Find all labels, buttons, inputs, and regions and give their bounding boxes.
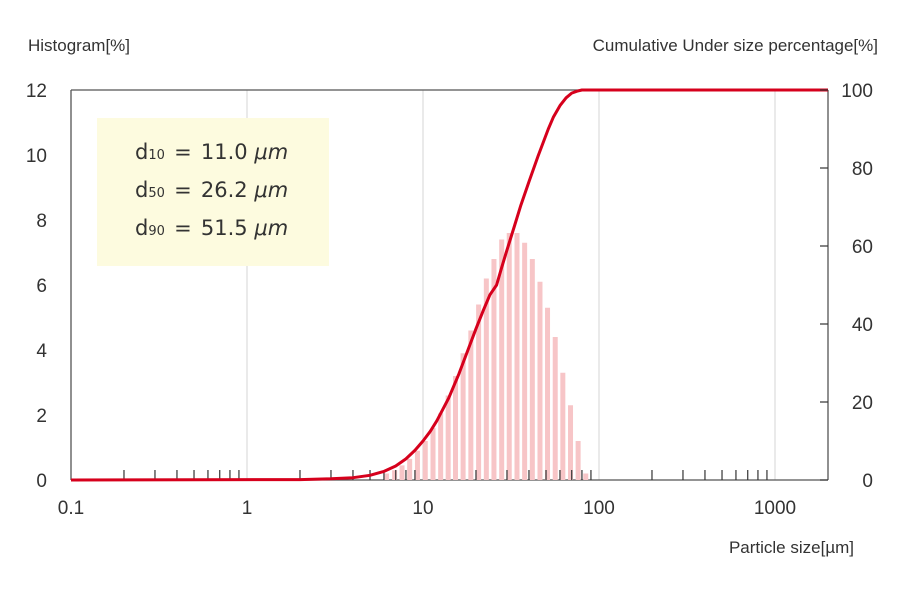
histogram-bar-22 (552, 337, 558, 480)
histogram-bar-3 (407, 458, 413, 480)
statistics-box: d10 = 11.0 μm d50 = 26.2 μm d90 = 51.5 μm (97, 118, 329, 266)
left-tick-label-12: 12 (26, 81, 47, 102)
d10-unit: μm (254, 140, 289, 164)
d50-equals: = (174, 178, 192, 202)
right-tick-label-40: 40 (852, 315, 873, 336)
histogram-bar-9 (453, 376, 459, 480)
d10-symbol: d (135, 140, 149, 164)
left-tick-label-0: 0 (36, 471, 47, 492)
histogram-bar-0 (383, 473, 389, 480)
left-tick-label-6: 6 (36, 276, 47, 297)
histogram-bar-26 (583, 473, 589, 480)
histogram-bar-1 (392, 470, 398, 480)
x-tick-label-1: 1 (242, 498, 253, 519)
d90-symbol: d (135, 216, 149, 240)
right-tick-label-60: 60 (852, 237, 873, 258)
right-tick-label-80: 80 (852, 159, 873, 180)
left-axis-title: Histogram[%] (28, 36, 131, 55)
histogram-bar-18 (522, 242, 528, 480)
histogram-bar-2 (399, 465, 405, 480)
histogram-bar-17 (514, 233, 520, 480)
histogram-bar-15 (499, 239, 505, 480)
histogram-bar-10 (460, 353, 466, 480)
histogram-bar-6 (430, 428, 436, 480)
d10-value: 11.0 (200, 140, 248, 164)
histogram-bar-13 (483, 278, 489, 480)
histogram-bar-5 (422, 441, 428, 480)
d50-subscript: 50 (148, 186, 165, 201)
d50-line: d50 = 26.2 μm (135, 178, 288, 202)
d50-value: 26.2 (200, 178, 248, 202)
left-tick-label-10: 10 (26, 146, 47, 167)
histogram-bar-16 (506, 233, 512, 480)
histogram-bar-11 (468, 330, 474, 480)
cumulative-line (70, 88, 828, 482)
x-tick-label-10: 10 (412, 498, 433, 519)
d10-line: d10 = 11.0 μm (135, 140, 288, 164)
x-tick-label-0.1: 0.1 (58, 498, 84, 519)
right-tick-label-100: 100 (841, 81, 873, 102)
left-tick-label-2: 2 (36, 406, 47, 427)
right-axis-title: Cumulative Under size percentage[%] (592, 36, 878, 55)
d10-equals: = (174, 140, 192, 164)
x-axis-title: Particle size[µm] (728, 538, 854, 557)
histogram-bar-8 (445, 395, 451, 480)
left-tick-label-8: 8 (36, 211, 47, 232)
histogram-bar-19 (529, 259, 535, 480)
d90-equals: = (174, 216, 192, 240)
d90-value: 51.5 (200, 216, 248, 240)
histogram-bar-21 (545, 307, 551, 480)
histogram-bar-4 (414, 450, 420, 480)
d90-line: d90 = 51.5 μm (135, 216, 288, 240)
histogram-bar-7 (438, 413, 444, 480)
histogram-bar-12 (476, 304, 482, 480)
x-tick-label-1000: 1000 (754, 498, 796, 519)
d10-subscript: 10 (148, 148, 165, 163)
left-tick-label-4: 4 (36, 341, 47, 362)
x-tick-label-100: 100 (583, 498, 615, 519)
d90-subscript: 90 (148, 224, 165, 239)
d50-symbol: d (135, 178, 149, 202)
right-tick-label-0: 0 (862, 471, 873, 492)
histogram-bar-14 (491, 259, 497, 480)
right-tick-label-20: 20 (852, 393, 873, 414)
histogram-bar-25 (575, 441, 581, 480)
histogram-bar-23 (560, 372, 566, 480)
histogram-bar-24 (568, 405, 574, 480)
d50-unit: μm (254, 178, 289, 202)
histogram-bar-20 (537, 281, 543, 480)
d90-unit: μm (254, 216, 289, 240)
